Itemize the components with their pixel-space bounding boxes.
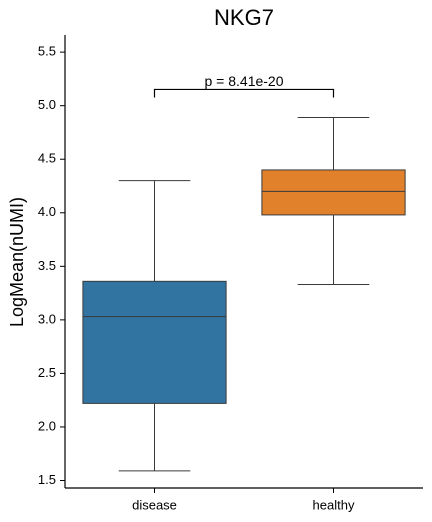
x-tick-label: healthy <box>313 497 355 512</box>
y-tick-label: 4.5 <box>38 151 56 166</box>
significance-bracket <box>153 88 335 98</box>
box <box>261 169 406 216</box>
y-tick-label: 5.5 <box>38 44 56 59</box>
box <box>82 280 227 404</box>
y-tick-label: 2.5 <box>38 365 56 380</box>
y-tick-label: 5.0 <box>38 97 56 112</box>
annotation: p = 8.41e-20 <box>204 73 283 89</box>
y-tick-label: 4.0 <box>38 204 56 219</box>
y-tick-label: 1.5 <box>38 472 56 487</box>
y-axis-label: LogMean(nUMI) <box>7 197 27 327</box>
y-tick-label: 2.0 <box>38 418 56 433</box>
chart-title: NKG7 <box>214 5 274 30</box>
y-tick-label: 3.5 <box>38 258 56 273</box>
y-tick-label: 3.0 <box>38 311 56 326</box>
x-tick-label: disease <box>132 497 177 512</box>
